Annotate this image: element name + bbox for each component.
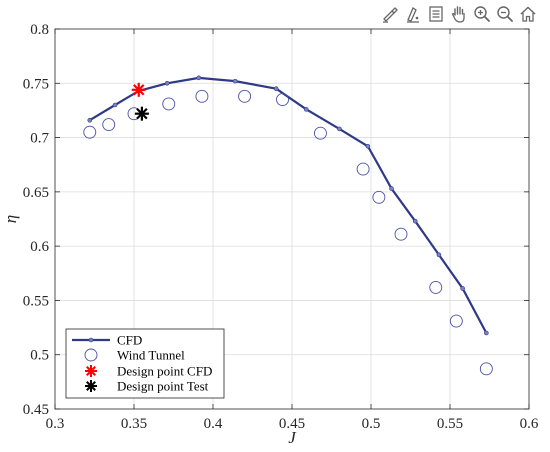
- legend-item[interactable]: Design point CFD: [85, 364, 212, 379]
- x-tick-label: 0.6: [520, 416, 539, 432]
- x-tick-label: 0.55: [437, 416, 463, 432]
- wind-tunnel-point: [83, 125, 97, 139]
- wind-tunnel-point: [372, 190, 386, 204]
- x-tick-label: 0.35: [121, 416, 147, 432]
- x-tick-label: 0.3: [46, 416, 65, 432]
- cfd-point: [337, 126, 342, 132]
- asterisk-stroke: [86, 381, 96, 391]
- legend-swatch-asterisk: [85, 365, 97, 377]
- home-icon[interactable]: [518, 4, 538, 24]
- y-axis-label: η: [1, 215, 20, 223]
- data-tips-icon[interactable]: [403, 4, 423, 24]
- y-tick-label: 0.45: [23, 402, 49, 418]
- legend-swatch-circle: [84, 348, 98, 362]
- legend-item[interactable]: Design point Test: [85, 379, 209, 394]
- data-series: [83, 75, 493, 376]
- wind-tunnel-point: [238, 89, 252, 103]
- figure-toolbar: [378, 2, 548, 28]
- series-design-point-test: [134, 106, 149, 121]
- series-wind-tunnel: [83, 89, 493, 376]
- legend-swatch-asterisk: [85, 380, 97, 392]
- cfd-point: [303, 107, 309, 112]
- cfd-point: [460, 286, 465, 291]
- wind-tunnel-point: [102, 118, 116, 131]
- wind-tunnel-point: [394, 227, 408, 241]
- cfd-point: [365, 143, 371, 149]
- cfd-point: [87, 117, 93, 123]
- asterisk-stroke: [133, 84, 145, 96]
- legend-swatch-dot: [88, 337, 94, 343]
- cfd-point: [232, 78, 238, 84]
- cfd-point: [196, 75, 202, 81]
- wind-tunnel-point: [276, 93, 289, 107]
- x-tick-label: 0.4: [204, 416, 223, 432]
- wind-tunnel-point: [313, 126, 327, 140]
- legend-label: Design point CFD: [117, 364, 212, 379]
- asterisk-stroke: [136, 107, 148, 120]
- legend-icon[interactable]: [426, 4, 446, 24]
- cfd-point: [436, 252, 442, 258]
- wind-tunnel-point: [479, 362, 493, 376]
- brush-icon[interactable]: [380, 4, 400, 24]
- cfd-point: [112, 102, 118, 108]
- y-tick-label: 0.55: [23, 293, 49, 309]
- legend-item[interactable]: Wind Tunnel: [84, 348, 185, 363]
- legend-label: Design point Test: [117, 379, 209, 394]
- x-axis-label: J: [288, 428, 297, 447]
- y-tick-label: 0.8: [30, 22, 49, 38]
- design-point-marker: [134, 106, 149, 121]
- wind-tunnel-point: [162, 97, 176, 111]
- zoom-out-icon[interactable]: [495, 4, 515, 24]
- legend-label: Wind Tunnel: [117, 348, 185, 363]
- y-tick-label: 0.75: [23, 76, 49, 92]
- y-tick-label: 0.5: [30, 348, 49, 364]
- x-tick-label: 0.45: [279, 416, 305, 432]
- cfd-point: [412, 218, 418, 224]
- legend-item[interactable]: CFD: [72, 333, 142, 348]
- wind-tunnel-point: [429, 280, 443, 294]
- y-tick-label: 0.7: [30, 131, 49, 147]
- pan-hand-icon[interactable]: [449, 4, 469, 24]
- y-tick-labels: 0.45 0.5 0.55 0.6 0.65 0.7 0.75 0.8: [23, 22, 50, 418]
- y-tick-label: 0.65: [23, 185, 49, 201]
- axes-box: [54, 28, 530, 410]
- wind-tunnel-point: [195, 89, 209, 103]
- y-tick-label: 0.6: [30, 239, 49, 255]
- wind-tunnel-point: [449, 314, 463, 328]
- wind-tunnel-point: [356, 162, 370, 176]
- series-design-point-cfd: [131, 82, 146, 97]
- x-tick-label: 0.5: [362, 416, 381, 432]
- design-point-marker: [131, 82, 146, 97]
- x-tick-labels: 0.3 0.35 0.4 0.45 0.5 0.55 0.6: [46, 416, 539, 432]
- cfd-point: [273, 86, 279, 92]
- cfd-point: [164, 80, 170, 86]
- asterisk-stroke: [86, 366, 96, 376]
- legend-label: CFD: [117, 333, 142, 348]
- cfd-point: [484, 330, 489, 336]
- grid-lines: [55, 29, 529, 409]
- zoom-in-icon[interactable]: [472, 4, 492, 24]
- cfd-point: [389, 186, 394, 191]
